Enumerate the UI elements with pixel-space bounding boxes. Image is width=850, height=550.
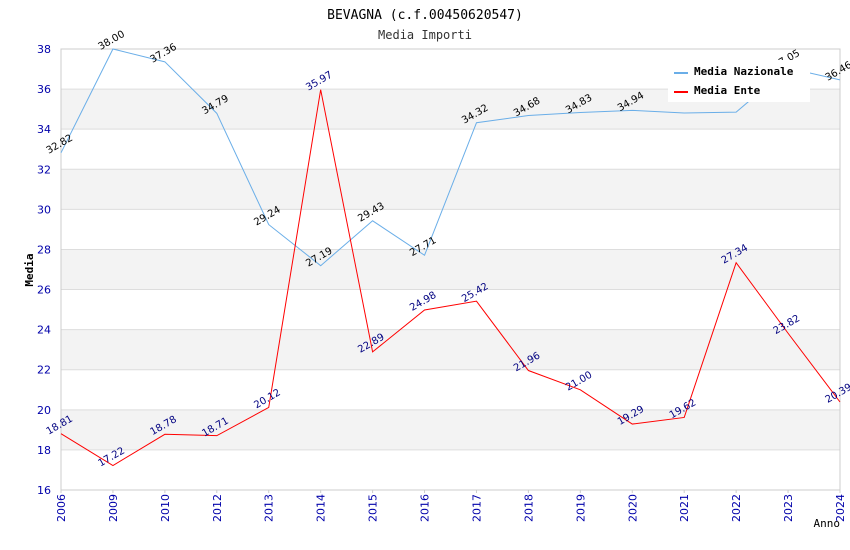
x-tick-label: 2024 xyxy=(834,494,847,522)
x-tick-label: 2014 xyxy=(315,494,328,522)
grid-band xyxy=(61,329,840,370)
plot-frame xyxy=(60,48,841,491)
data-label-nazionale: 36.46 xyxy=(824,60,850,84)
y-tick-label: 38 xyxy=(37,43,51,56)
x-tick-label: 2012 xyxy=(211,494,224,522)
x-tick-label: 2013 xyxy=(263,494,276,522)
data-label-ente: 21.00 xyxy=(564,370,594,394)
y-axis-ticks: 16 18 20 22 24 26 28 30 32 34 36 38 xyxy=(37,43,51,497)
y-tick-label: 26 xyxy=(37,284,51,297)
x-tick-label: 2006 xyxy=(55,494,68,522)
x-axis-ticks: 2006 2009 2010 2012 2013 2014 2015 2016 2017 2018… xyxy=(55,490,847,522)
x-tick-label: 2018 xyxy=(522,494,535,522)
series-line-ente xyxy=(60,89,841,467)
y-tick-label: 28 xyxy=(37,243,51,256)
chart-subtitle: Media Importi xyxy=(378,28,472,42)
x-tick-label: 2023 xyxy=(782,494,795,522)
y-tick-label: 32 xyxy=(37,163,51,176)
y-tick-label: 18 xyxy=(37,444,51,457)
grid-band xyxy=(61,409,840,450)
x-tick-label: 2020 xyxy=(626,494,639,522)
grid-band xyxy=(61,249,840,290)
y-tick-label: 16 xyxy=(37,484,51,497)
legend-label-ente: Media Ente xyxy=(694,84,761,97)
x-tick-label: 2010 xyxy=(159,494,172,522)
y-tick-label: 24 xyxy=(37,324,51,337)
x-tick-label: 2017 xyxy=(470,494,483,522)
y-tick-label: 22 xyxy=(37,364,51,377)
y-tick-label: 36 xyxy=(37,83,51,96)
x-tick-label: 2015 xyxy=(367,494,380,522)
data-label-ente: 24.98 xyxy=(408,290,438,314)
y-tick-label: 34 xyxy=(37,123,51,136)
legend-label-nazionale: Media Nazionale xyxy=(694,65,794,78)
series-lines xyxy=(60,48,841,467)
y-axis-label: Media xyxy=(23,253,36,286)
legend-box xyxy=(668,60,810,102)
chart-title: BEVAGNA (c.f.00450620547) xyxy=(327,8,523,23)
series-line-nazionale xyxy=(60,48,841,267)
x-tick-label: 2019 xyxy=(574,494,587,522)
x-axis-label: Anno xyxy=(814,517,841,530)
x-tick-label: 2016 xyxy=(419,494,432,522)
grid-bands xyxy=(61,89,840,450)
y-tick-label: 30 xyxy=(37,203,51,216)
data-label-nazionale: 32.82 xyxy=(45,133,75,157)
grid-lines xyxy=(61,48,840,491)
legend: Media Nazionale Media Ente xyxy=(668,60,810,102)
y-tick-label: 20 xyxy=(37,404,51,417)
x-tick-label: 2009 xyxy=(107,494,120,522)
x-tick-label: 2022 xyxy=(730,494,743,522)
x-tick-label: 2021 xyxy=(678,494,691,522)
